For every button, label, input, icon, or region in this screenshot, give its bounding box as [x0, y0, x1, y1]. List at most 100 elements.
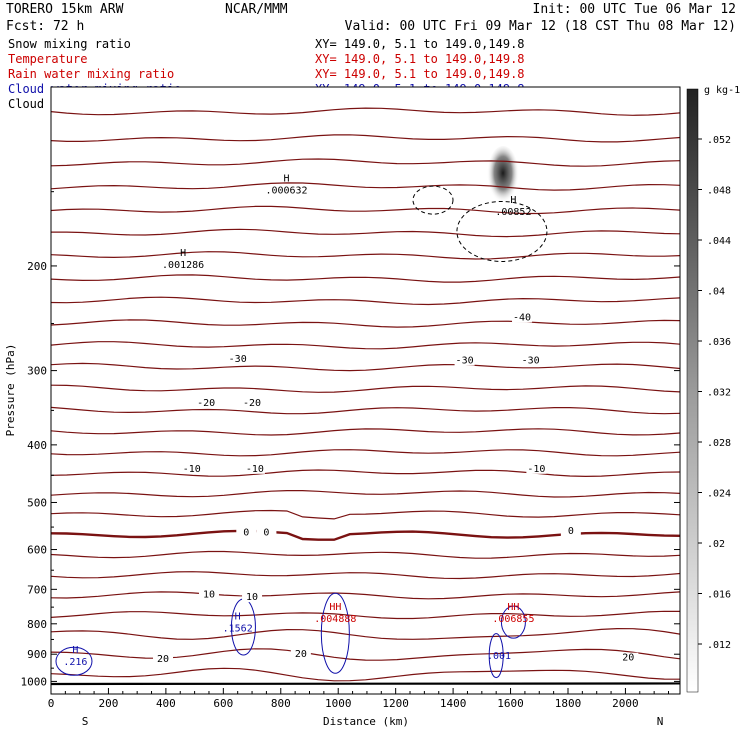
temperature-label: -10 [183, 464, 201, 475]
colorbar-tick-label: .024 [707, 489, 731, 500]
colorbar-tick-label: .044 [707, 236, 731, 247]
isotherm-line [50, 134, 681, 143]
extremum-marker: H [235, 612, 241, 623]
colorbar-tick-label: .016 [707, 590, 731, 601]
temperature-label: 20 [295, 649, 307, 660]
colorbar-tick-label: .032 [707, 388, 731, 399]
colorbar-tick-label: .02 [707, 539, 725, 550]
temp-label-bg [236, 527, 257, 538]
y-axis-label: Pressure (hPa) [4, 344, 17, 437]
y-tick-label: 700 [27, 583, 47, 596]
isotherm-line [50, 362, 681, 372]
org-name: NCAR/MMM [225, 2, 288, 17]
y-tick-label: 500 [27, 496, 47, 509]
temperature-label: -10 [527, 464, 545, 475]
temp-label-bg [153, 653, 174, 664]
ground-line [50, 682, 681, 686]
temperature-label: -20 [197, 398, 215, 409]
temp-label-bg [181, 463, 202, 474]
x-tick-label: 200 [99, 697, 119, 710]
y-tick-label: 200 [27, 260, 47, 273]
temperature-label: 20 [622, 653, 634, 664]
mixing-ratio-contour [456, 200, 548, 262]
field-name: Temperature [8, 52, 87, 66]
colorbar-tick-label: .04 [707, 287, 725, 298]
temperature-label: 0 [263, 527, 269, 538]
isotherm-line [50, 509, 681, 520]
x-axis-label: Distance (km) [323, 715, 409, 728]
extremum-marker: H [72, 645, 78, 656]
isotherm-line [50, 406, 681, 415]
y-tick-label: 400 [27, 439, 47, 452]
temp-label-bg [526, 463, 547, 474]
temp-label-bg [290, 649, 311, 660]
isotherm-line [51, 228, 681, 238]
temp-label-bg [198, 589, 219, 600]
extremum-value: .006855 [492, 614, 534, 625]
x-tick-label: 1200 [382, 697, 409, 710]
extremum-value: .000632 [265, 186, 307, 197]
temperature-label: -20 [243, 398, 261, 409]
isotherm-line [50, 667, 681, 682]
field-xy: XY= 149.0, 5.1 to 149.0,149.8 [315, 52, 525, 66]
x-tick-label: 2000 [612, 697, 639, 710]
temperature-label: 10 [246, 592, 258, 603]
x-tick-label: 1800 [555, 697, 582, 710]
temp-label-bg [242, 592, 263, 603]
forecast-hour: Fcst: 72 h [6, 19, 84, 34]
mixing-ratio-contour [55, 646, 93, 676]
temp-label-bg [618, 652, 639, 663]
temperature-label: 10 [203, 589, 215, 600]
temp-label-bg [227, 353, 248, 364]
isotherm-line [50, 627, 681, 640]
extremum-marker: H [284, 174, 290, 185]
extremum-value: .1562 [223, 624, 253, 635]
extremum-marker: H [510, 195, 516, 206]
field-xy: XY= 149.0, 5.1 to 149.0,149.8 [315, 67, 525, 81]
extremum-value: .216 [63, 657, 87, 668]
colorbar-tick-label: .036 [707, 337, 731, 348]
colorbar-tick-label: .028 [707, 438, 731, 449]
extremum-value: .004888 [314, 614, 356, 625]
extremum-value: .001286 [162, 260, 204, 271]
temperature-label: -30 [229, 354, 247, 365]
isotherm-line [50, 571, 681, 580]
plot-frame [50, 86, 681, 695]
isotherm-line [50, 107, 681, 116]
field-name: Rain water mixing ratio [8, 67, 174, 81]
north-endpoint: N [657, 715, 664, 728]
model-name: TORERO 15km ARW [6, 2, 124, 17]
contour-labels: -30 -20 -20 -10 -10 -30 -40 -30 -10 0 0 0 10 10 20 20 20… [63, 174, 639, 668]
x-tick-label: 1400 [440, 697, 467, 710]
isotherm-line [50, 490, 681, 498]
temperature-label: 20 [157, 654, 169, 665]
field-xy: XY= 149.0, 5.1 to 149.0,149.8 [315, 37, 525, 51]
temp-label-bg [242, 397, 263, 408]
y-tick-label: 800 [27, 618, 47, 631]
axes: 0 200 400 600 800 1000 1200 1400 1600 1800 2000200… [21, 191, 680, 710]
colorbar: g kg-1 .052 .048 .044 .04 .036 .032 .028 .024 .0… [686, 85, 740, 693]
extremum-marker: H [180, 248, 186, 259]
isotherm-line [50, 610, 681, 620]
isotherm-line [50, 319, 681, 328]
temp-label-bg [512, 312, 533, 323]
y-tick-label: 600 [27, 544, 47, 557]
temp-label-bg [520, 355, 541, 366]
temperature-label: 0 [568, 526, 574, 537]
isotherm-line [50, 251, 681, 260]
temp-label-bg [256, 527, 277, 538]
temperature-label: -30 [522, 356, 540, 367]
x-tick-label: 600 [213, 697, 233, 710]
isotherm-line [50, 591, 681, 600]
plot-area: -30 -20 -20 -10 -10 -30 -40 -30 -10 0 0 0 10 10 20 20 20… [50, 86, 681, 695]
y-tick-label: 1000 [21, 675, 48, 688]
mixing-ratio-contour [412, 185, 454, 215]
temperature-label: -40 [513, 312, 531, 323]
isotherm-line [50, 205, 681, 215]
temp-label-bg [560, 526, 581, 537]
x-tick-label: 0 [48, 697, 55, 710]
temperature-contours [50, 107, 681, 686]
colorbar-tick-label: .052 [707, 135, 731, 146]
valid-time: Valid: 00 UTC Fri 09 Mar 12 (18 CST Thu … [345, 19, 736, 34]
